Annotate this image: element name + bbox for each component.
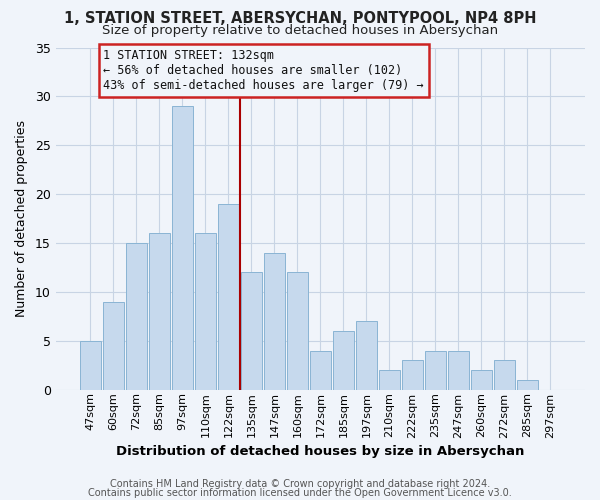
- Bar: [103, 302, 124, 390]
- Bar: [333, 331, 354, 390]
- Bar: [517, 380, 538, 390]
- Bar: [264, 253, 285, 390]
- Bar: [379, 370, 400, 390]
- Text: Contains public sector information licensed under the Open Government Licence v3: Contains public sector information licen…: [88, 488, 512, 498]
- Bar: [80, 341, 101, 390]
- Bar: [448, 350, 469, 390]
- Bar: [172, 106, 193, 390]
- Bar: [218, 204, 239, 390]
- Bar: [287, 272, 308, 390]
- X-axis label: Distribution of detached houses by size in Abersychan: Distribution of detached houses by size …: [116, 444, 524, 458]
- Bar: [126, 243, 147, 390]
- Text: Contains HM Land Registry data © Crown copyright and database right 2024.: Contains HM Land Registry data © Crown c…: [110, 479, 490, 489]
- Text: 1 STATION STREET: 132sqm
← 56% of detached houses are smaller (102)
43% of semi-: 1 STATION STREET: 132sqm ← 56% of detach…: [103, 49, 424, 92]
- Bar: [356, 321, 377, 390]
- Text: Size of property relative to detached houses in Abersychan: Size of property relative to detached ho…: [102, 24, 498, 37]
- Text: 1, STATION STREET, ABERSYCHAN, PONTYPOOL, NP4 8PH: 1, STATION STREET, ABERSYCHAN, PONTYPOOL…: [64, 11, 536, 26]
- Bar: [149, 233, 170, 390]
- Bar: [494, 360, 515, 390]
- Bar: [471, 370, 492, 390]
- Y-axis label: Number of detached properties: Number of detached properties: [15, 120, 28, 317]
- Bar: [241, 272, 262, 390]
- Bar: [195, 233, 216, 390]
- Bar: [402, 360, 423, 390]
- Bar: [425, 350, 446, 390]
- Bar: [310, 350, 331, 390]
